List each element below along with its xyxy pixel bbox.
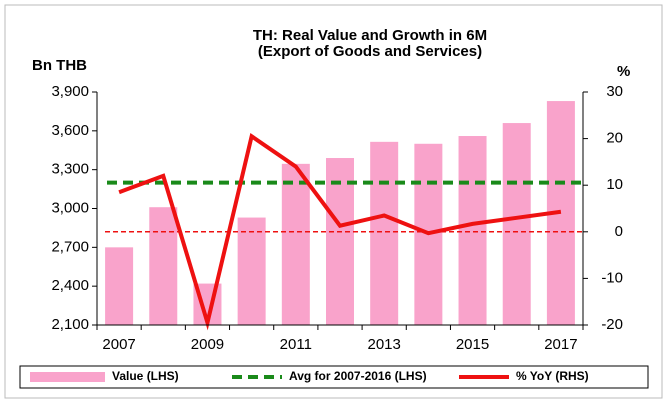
x-tick-label: 2009 (191, 336, 224, 353)
bar (105, 247, 134, 325)
y2-tick-label: 10 (606, 176, 623, 193)
bar (458, 136, 487, 325)
legend-box (19, 365, 649, 389)
yoy-line (118, 132, 562, 331)
y2-tick-label: 20 (606, 130, 623, 147)
legend-label: % YoY (RHS) (516, 369, 589, 383)
legend-label: Avg for 2007-2016 (LHS) (289, 369, 427, 383)
y2-tick-label: -10 (601, 269, 623, 286)
y-tick-label: 3,900 (51, 83, 89, 100)
y2-tick-label: 30 (606, 83, 623, 100)
y-tick-label: 2,400 (51, 277, 89, 294)
y2-tick-label: 0 (615, 223, 623, 240)
legend-swatch (30, 372, 105, 382)
y-tick-label: 3,300 (51, 161, 89, 178)
y-tick-label: 2,100 (51, 316, 89, 333)
x-tick-label: 2017 (544, 336, 577, 353)
y-tick-label: 2,700 (51, 238, 89, 255)
bar (502, 123, 531, 325)
chart-subtitle: (Export of Goods and Services) (258, 43, 482, 60)
bar (149, 207, 178, 325)
y-tick-label: 3,000 (51, 199, 89, 216)
y2-tick-label: -20 (601, 316, 623, 333)
chart-title: TH: Real Value and Growth in 6M (253, 27, 487, 44)
x-tick-label: 2015 (456, 336, 489, 353)
x-tick-label: 2013 (367, 336, 400, 353)
legend-label: Value (LHS) (112, 369, 179, 383)
bar (326, 158, 354, 325)
bar (281, 163, 310, 325)
x-tick-label: 2011 (280, 336, 312, 353)
x-tick-label: 2007 (102, 336, 135, 353)
y2-axis-label: % (617, 63, 630, 80)
bar (237, 217, 266, 325)
y-tick-label: 3,600 (51, 122, 89, 139)
bar (370, 141, 399, 325)
y-axis-label: Bn THB (32, 57, 87, 74)
